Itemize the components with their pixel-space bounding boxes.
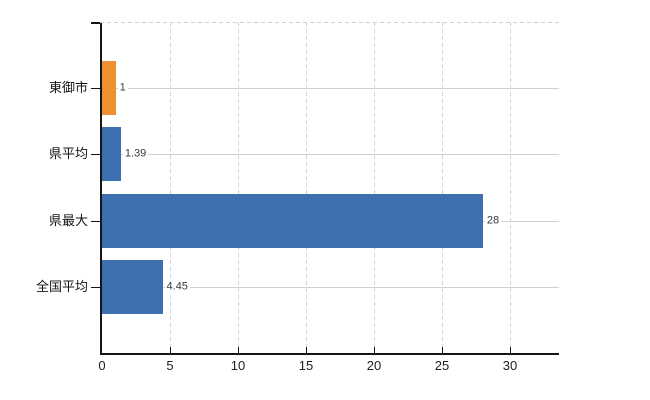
x-axis-tick: [306, 347, 307, 353]
y-axis-tick: [91, 287, 100, 288]
plot-top-border: [100, 22, 559, 23]
x-axis-tick: [442, 347, 443, 353]
x-axis-tick: [374, 347, 375, 353]
y-axis-end-tick: [91, 22, 100, 24]
x-gridline: [510, 22, 511, 353]
x-tick-label: 20: [366, 358, 382, 373]
category-gridline: [102, 287, 559, 288]
x-tick-label: 10: [230, 358, 246, 373]
x-gridline: [374, 22, 375, 353]
y-category-label: 東御市: [48, 80, 88, 95]
x-axis-tick: [238, 347, 239, 353]
y-axis-tick: [91, 88, 100, 89]
bar: [102, 194, 483, 248]
bar-value-label: 1.39: [122, 147, 149, 161]
x-tick-label: 15: [298, 358, 314, 373]
bar-value-label: 1: [117, 81, 128, 95]
x-gridline: [238, 22, 239, 353]
x-axis-tick: [510, 347, 511, 353]
x-gridline: [442, 22, 443, 353]
x-tick-label: 25: [434, 358, 450, 373]
y-category-label: 全国平均: [35, 279, 88, 294]
bar: [102, 61, 116, 115]
bar: [102, 127, 121, 181]
category-gridline: [102, 154, 559, 155]
bar: [102, 260, 163, 314]
y-category-label: 県最大: [48, 213, 88, 228]
x-tick-label: 30: [502, 358, 518, 373]
x-gridline: [170, 22, 171, 353]
y-axis-tick: [91, 154, 100, 155]
x-tick-label: 5: [166, 358, 174, 373]
bar-value-label: 4.45: [164, 280, 190, 294]
bar-value-label: 28: [484, 214, 502, 228]
plot-area: 1 1.39 28 4.45: [100, 22, 559, 355]
x-tick-label: 0: [98, 358, 106, 373]
y-category-label: 県平均: [48, 146, 88, 161]
category-gridline: [102, 88, 559, 89]
y-axis-tick: [91, 221, 100, 222]
x-axis-tick: [170, 347, 171, 353]
x-gridline: [306, 22, 307, 353]
